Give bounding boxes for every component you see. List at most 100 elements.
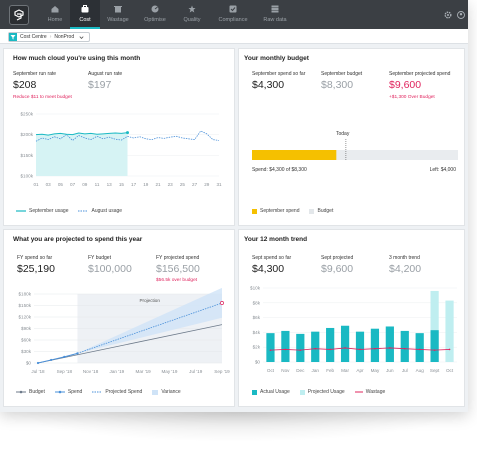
cloud-usage-title: How much cloud you're using this month [13,55,141,62]
actual-usage-bar [355,331,365,362]
x-tick-label: 19 [143,182,149,187]
x-tick-label: Sept [430,368,440,373]
window-shadow [10,412,460,442]
x-tick-label: Jul '19 [189,369,203,374]
monthly-budget-title: Your monthly budget [244,55,309,62]
september-spend-value: $4,300 [252,79,285,91]
x-tick-label: 15 [119,182,125,187]
wastage-point [448,348,451,351]
chevron-down-icon [79,35,84,39]
september-budget-label: September budget [321,71,363,77]
wastage-point [403,347,406,350]
fy-projected-value: $156,500 [156,263,200,275]
nav-home-label: Home [47,17,63,23]
fy-budget-value: $100,000 [88,263,132,275]
left-caption: Left: $4,000 [429,167,456,173]
y-tick-label: $200k [20,132,33,137]
wastage-icon [114,6,122,13]
x-tick-label: Jun [386,368,394,373]
legend-variance-swatch [152,389,159,395]
cost-centre-selector[interactable]: Cost Centre › NonProd [8,32,91,42]
fy-budget-label: FY budget [88,255,111,261]
x-tick-label: 05 [58,182,64,187]
nav-cost[interactable]: Cost [70,0,100,29]
actual-usage-bar [296,333,305,362]
legend-actual-usage: Actual Usage [260,389,290,395]
x-tick-label: Oct [267,368,275,373]
today-marker-label: Today [336,131,350,137]
legend-august-swatch [78,210,89,212]
wastage-point [389,347,391,349]
september-projected-label: September projected spend [389,71,451,77]
actual-usage-bar [340,325,350,362]
nav-wastage[interactable]: Wastage [100,0,136,29]
fy-spend-label: FY spend so far [17,255,53,261]
x-tick-label: 01 [33,182,39,187]
legend-budget-line-swatch [16,390,26,394]
nav-raw-data-label: Raw data [263,17,287,23]
quality-icon [188,5,196,13]
spend-point [36,361,40,365]
x-tick-label: Sep '18 [57,369,73,374]
x-tick-label: Dec [296,368,305,373]
compliance-icon [229,5,237,13]
app-logo-icon[interactable] [9,5,29,25]
september-usage-endpoint [126,131,129,135]
trend-card: Your 12 month trend Sept spend so far $4… [239,230,464,406]
trend-projected-value: $9,600 [321,263,354,275]
projection-chart: Projection $180k $150k $120k $90k $60k $30k $0 J… [18,288,230,374]
legend-projection-spend: Spend [67,389,83,395]
actual-usage-bar [385,326,394,362]
y-tick-label: $6k [253,315,261,320]
x-tick-label: Aug [416,368,425,373]
september-projected-value: $9,600 [389,79,422,91]
monthly-budget-card: Your monthly budget September spend so f… [239,49,464,225]
legend-budget-swatch [309,208,315,214]
nav-quality[interactable]: Quality [174,0,210,29]
y-tick-label: $250k [20,112,33,117]
september-spend-label: September spend so far [252,71,306,77]
nav-optimise[interactable]: Optimise [136,0,174,29]
x-tick-label: May '19 [161,369,177,374]
spend-point [63,355,66,358]
nav-wastage-label: Wastage [107,17,129,23]
app-window: Home Cost Wastage Optimise Quality Compl… [0,0,468,412]
projected-usage-bar [430,290,439,362]
nav-compliance-label: Compliance [218,17,248,23]
wastage-point [374,347,376,350]
fy-over-budget-note: $56.5k over budget [156,278,198,283]
september-usage-area [36,132,128,176]
x-tick-label: Jan '19 [110,369,125,374]
actual-usage-bar [370,328,380,362]
x-tick-label: 31 [216,182,222,187]
cost-icon [81,5,89,13]
legend-projected-line-swatch [92,391,103,393]
user-profile-icon[interactable] [457,11,465,19]
x-tick-label: 27 [192,182,198,187]
spend-bar [252,150,337,160]
trend-spent-value: $4,300 [252,263,285,275]
variance-band [77,288,222,354]
wastage-point [359,348,361,351]
x-tick-label: Mar [341,368,349,373]
y-tick-label: $0 [26,361,32,366]
settings-gear-icon[interactable] [444,11,452,19]
wastage-point [299,349,302,351]
legend-spend-line-swatch [54,390,65,394]
nav-compliance[interactable]: Compliance [210,0,256,29]
legend-spend-swatch [252,208,257,214]
nav-home[interactable]: Home [40,0,70,29]
legend-projected-usage: Projected Usage [307,389,345,395]
y-tick-label: $8k [253,300,261,305]
projected-endpoint [220,301,224,305]
august-run-rate-value: $197 [88,79,112,91]
spend-line [37,352,78,364]
x-tick-label: Jul '18 [31,369,45,374]
wastage-point [344,347,346,349]
y-tick-label: $150k [20,153,33,158]
projected-spend-line [77,302,223,354]
projection-band-label: Projection [139,298,160,303]
wastage-point [433,349,436,351]
nav-raw-data[interactable]: Raw data [256,0,294,29]
